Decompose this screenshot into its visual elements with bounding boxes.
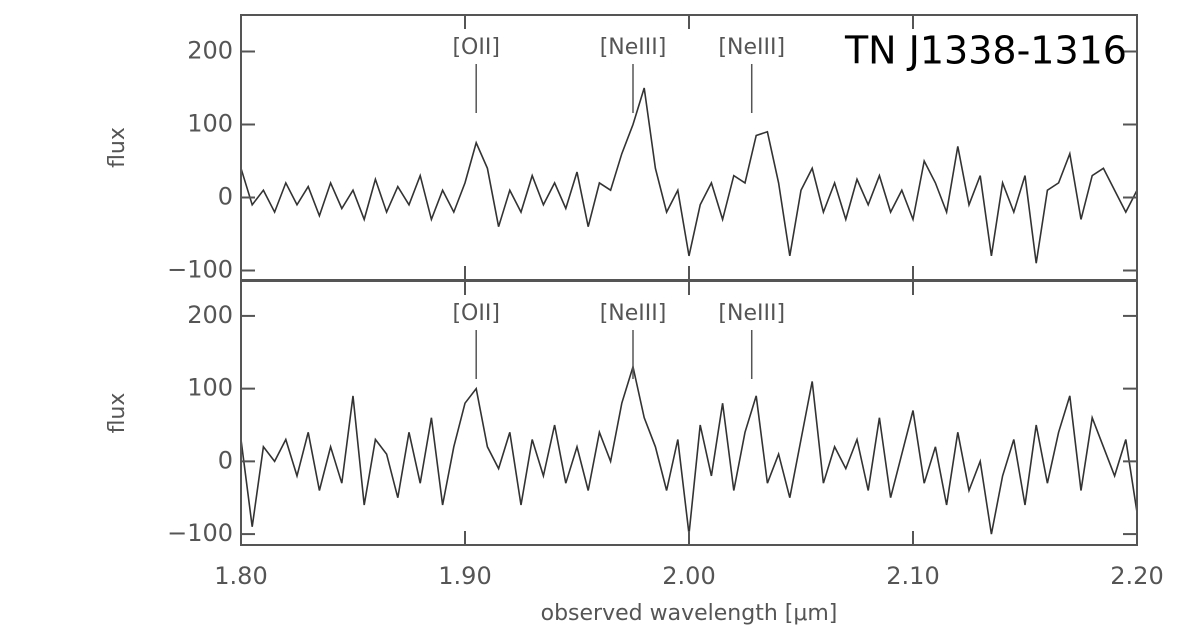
line-annotation: [OII] <box>452 35 499 60</box>
y-tick-label: −100 <box>167 519 233 547</box>
x-tick-label: 1.80 <box>214 562 267 590</box>
plot-frame <box>240 280 1138 546</box>
line-annotation: [OII] <box>452 301 499 326</box>
x-tick-label: 2.10 <box>886 562 939 590</box>
x-axis-label: observed wavelength [μm] <box>541 601 838 626</box>
y-tick-label: 100 <box>187 374 233 402</box>
x-tick-label: 2.20 <box>1110 562 1163 590</box>
y-tick-label: 200 <box>187 37 233 65</box>
panel: −100 0 100 200 flux [OII] [NeIII] [NeIII] TN J13… <box>105 14 1138 284</box>
y-tick-label: 0 <box>218 183 233 211</box>
spectrum-line <box>241 363 1137 535</box>
y-tick-label: 200 <box>187 301 233 329</box>
y-axis-label: flux <box>105 127 130 168</box>
y-tick-label: 100 <box>187 110 233 138</box>
line-annotation: [NeIII] <box>600 301 667 326</box>
line-annotation: [NeIII] <box>718 35 785 60</box>
spectrum-line <box>241 87 1137 264</box>
y-tick-label: 0 <box>218 446 233 474</box>
y-axis-label: flux <box>105 393 130 434</box>
x-tick-label: 2.00 <box>662 562 715 590</box>
y-tick-label: −100 <box>167 256 233 284</box>
line-annotation: [NeIII] <box>718 301 785 326</box>
x-tick-label: 1.90 <box>438 562 491 590</box>
chart-title: TN J1338-1316 <box>844 29 1127 73</box>
panel: −100 0 100 200 flux [OII] [NeIII] [NeIII] <box>105 280 1138 547</box>
line-annotation: [NeIII] <box>600 35 667 60</box>
